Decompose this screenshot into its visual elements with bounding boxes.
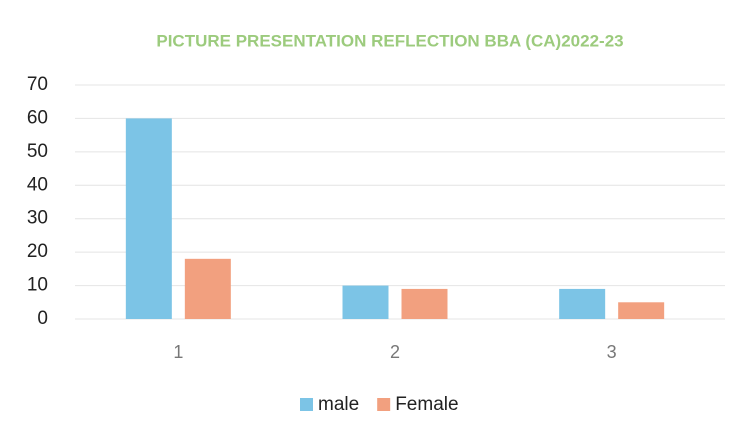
y-tick-label: 30: [27, 208, 48, 229]
bar: [401, 288, 448, 319]
bar: [618, 302, 665, 319]
bar: [125, 118, 172, 319]
legend-label: Female: [395, 394, 458, 415]
x-tick-label: 1: [173, 342, 183, 362]
y-tick-label: 60: [27, 107, 48, 128]
y-tick-label: 50: [27, 141, 48, 162]
y-tick-label: 20: [27, 241, 48, 262]
bar: [184, 258, 231, 319]
y-tick-label: 10: [27, 275, 48, 296]
y-tick-label: 70: [27, 74, 48, 95]
x-tick-label: 3: [607, 342, 617, 362]
bar: [559, 288, 606, 319]
y-tick-label: 0: [37, 308, 48, 329]
bar: [342, 285, 389, 319]
legend-swatch: [300, 398, 313, 411]
chart-title: PICTURE PRESENTATION REFLECTION BBA (CA)…: [156, 31, 623, 50]
x-tick-label: 2: [390, 342, 400, 362]
y-tick-label: 40: [27, 174, 48, 195]
legend-swatch: [377, 398, 391, 411]
legend-label: male: [318, 394, 359, 415]
